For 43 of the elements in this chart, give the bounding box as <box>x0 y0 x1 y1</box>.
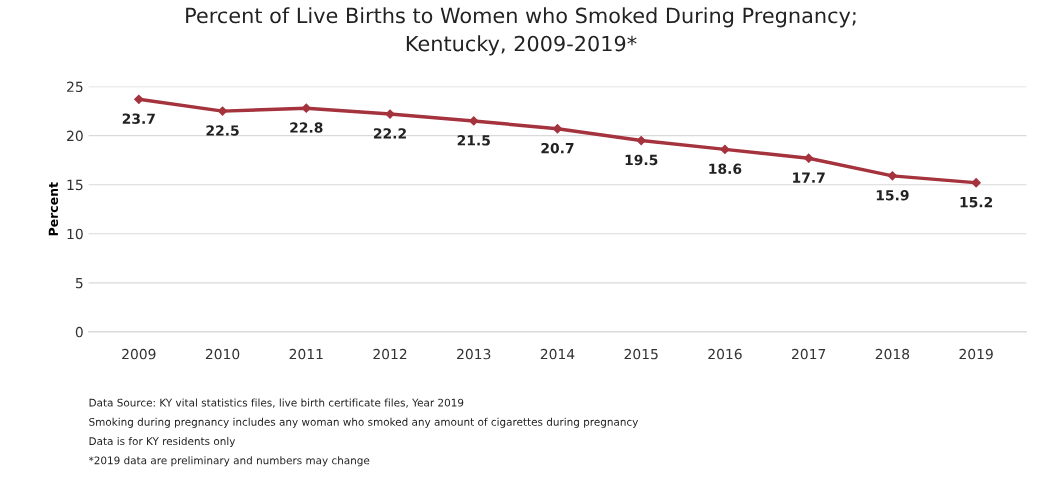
y-tick-label: 0 <box>75 326 83 338</box>
text: *2019 data are preliminary and numbers may change <box>88 456 370 467</box>
x-tick-label: 2014 <box>540 348 575 360</box>
y-tick-label: 20 <box>67 130 83 142</box>
data-label: 22.2 <box>373 128 406 139</box>
data-label: 22.5 <box>206 125 239 136</box>
data-label: 20.7 <box>541 142 574 154</box>
point <box>134 94 144 104</box>
data-label: 15.2 <box>960 196 993 208</box>
x-tick-label: 2019 <box>959 348 993 360</box>
point <box>887 171 898 181</box>
y-tick-label: 10 <box>67 228 83 240</box>
text: Data is for KY residents only <box>89 437 236 448</box>
y-tick-label: 15 <box>67 179 83 191</box>
point <box>469 116 479 126</box>
x-tick-label: 2016 <box>708 348 742 360</box>
text: Smoking during pregnancy includes any woman who smoked any amount of cigarettes during pregnancy <box>89 417 639 428</box>
x-tick-label: 2009 <box>122 348 156 360</box>
data-label: 22.8 <box>290 122 323 133</box>
y-axis-title: Percent <box>48 182 59 236</box>
point <box>217 106 228 116</box>
data-label: 17.7 <box>793 172 825 183</box>
x-tick-label: 2010 <box>205 348 240 360</box>
point <box>971 178 981 188</box>
x-tick-label: 2012 <box>373 348 407 360</box>
data-label: 18.6 <box>709 163 742 175</box>
y-tick-label: 5 <box>75 277 83 289</box>
x-tick-label: 2017 <box>792 348 826 360</box>
point <box>636 135 646 146</box>
data-label: 21.5 <box>457 135 490 146</box>
data-label: 15.9 <box>876 190 909 201</box>
y-tick-label: 25 <box>67 81 83 93</box>
point <box>301 103 311 113</box>
x-tick-label: 2013 <box>457 348 491 360</box>
data-label: 23.7 <box>122 113 155 124</box>
x-tick-label: 2015 <box>624 348 658 360</box>
data-label: 19.5 <box>625 154 658 166</box>
point <box>804 153 814 163</box>
chart-title: Percent of Live Births to Women who Smoked During Pregnancy; Kentucky, 2009-2019* <box>186 7 856 56</box>
point <box>720 144 730 155</box>
source-note: Data Source: KY vital statistics files, live birth certificate files, Year 2019 <box>89 398 464 408</box>
x-tick-label: 2011 <box>289 348 323 360</box>
x-tick-label: 2018 <box>875 348 910 360</box>
